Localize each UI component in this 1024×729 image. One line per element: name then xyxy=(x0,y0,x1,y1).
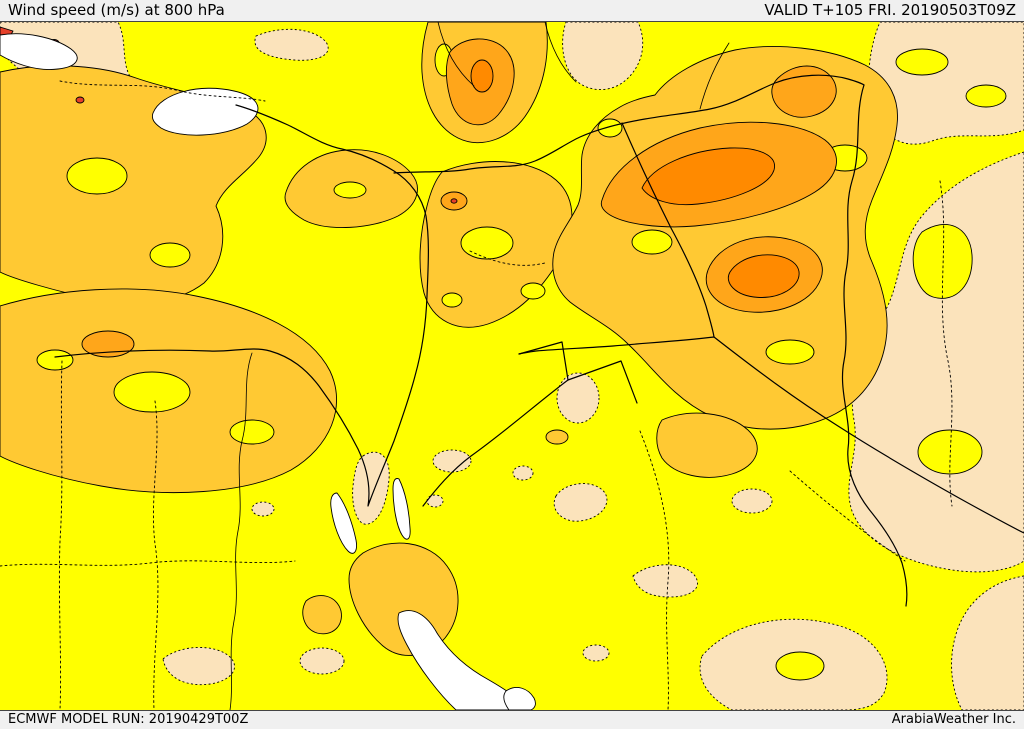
lake-turkey xyxy=(151,87,259,136)
low-band-southeast-corner xyxy=(951,575,1024,710)
low-band-spot xyxy=(556,372,600,424)
moderate-band-spot xyxy=(302,595,342,635)
yellow-hole xyxy=(36,349,74,371)
wind-max-core-east-iraq xyxy=(727,254,800,298)
extreme-spot xyxy=(75,96,85,104)
mediterranean-coast xyxy=(54,104,429,507)
gulf-of-suez xyxy=(330,492,357,554)
yellow-hole xyxy=(912,223,973,299)
jordan-saudi-border xyxy=(422,379,569,507)
low-band-spot xyxy=(299,647,345,675)
admin-line-saudi-1 xyxy=(639,430,670,710)
low-band-spot xyxy=(553,483,608,522)
admin-line-egypt-mid xyxy=(152,400,159,710)
low-band-spot xyxy=(731,488,773,514)
turkey-line-1 xyxy=(437,22,475,87)
low-band-spot xyxy=(162,647,235,686)
iran-border xyxy=(841,84,908,607)
admin-line-egypt-south xyxy=(0,560,296,567)
nile-river xyxy=(229,352,253,710)
moderate-band-iraq-south xyxy=(656,412,758,478)
admin-boundary-layer xyxy=(0,80,953,710)
low-band-spot xyxy=(426,494,444,508)
yellow-hole xyxy=(229,419,275,445)
low-band-top-center xyxy=(562,22,644,91)
turkey-border xyxy=(393,74,865,174)
yellow-hole xyxy=(113,371,191,413)
iraq-jordan-border xyxy=(518,336,715,355)
yellow-hole xyxy=(333,181,367,199)
map-footer-bar: ECMWF MODEL RUN: 20190429T00Z ArabiaWeat… xyxy=(0,710,1024,729)
extreme-spot xyxy=(450,198,458,204)
iraq-saudi-border xyxy=(713,336,1024,534)
admin-line-saudi-2 xyxy=(789,470,906,562)
admin-line-egypt-west xyxy=(58,360,63,710)
yellow-hole xyxy=(520,282,546,300)
moderate-band-spot xyxy=(545,429,569,445)
low-band-top-patch xyxy=(254,28,329,61)
yellow-hole xyxy=(441,292,463,308)
yellow-hole xyxy=(775,651,825,681)
yellow-hole xyxy=(765,339,815,365)
admin-line-syria xyxy=(469,250,546,266)
provider-credit: ArabiaWeather Inc. xyxy=(891,712,1016,727)
low-band-spot xyxy=(582,644,610,662)
weather-map xyxy=(0,22,1024,710)
map-header-bar: Wind speed (m/s) at 800 hPa VALID T+105 … xyxy=(0,0,1024,22)
low-band-spot xyxy=(251,501,275,517)
admin-line-iran xyxy=(939,180,953,507)
low-band-sinai xyxy=(352,451,390,525)
yellow-hole xyxy=(631,229,673,255)
yellow-hole xyxy=(66,157,128,195)
low-band-spot xyxy=(512,465,534,481)
yellow-hole xyxy=(149,242,191,268)
turkey-line-2 xyxy=(544,22,577,83)
map-title: Wind speed (m/s) at 800 hPa xyxy=(8,1,225,19)
wind-band-very-strong-layer xyxy=(470,59,800,298)
wind-band-lowest-layer xyxy=(0,22,1024,710)
syria-iraq-border xyxy=(621,122,715,338)
low-band-zagros xyxy=(848,151,1024,573)
turkey-line-3 xyxy=(699,42,730,110)
weather-map-canvas xyxy=(0,22,1024,710)
strong-band-egypt-spot xyxy=(81,330,135,358)
model-run-label: ECMWF MODEL RUN: 20190429T00Z xyxy=(8,712,249,727)
yellow-hole xyxy=(597,118,623,138)
gulf-of-aqaba xyxy=(392,478,411,540)
low-band-spot xyxy=(632,564,698,598)
valid-time-label: VALID T+105 FRI. 20190503T09Z xyxy=(764,1,1016,19)
yellow-hole xyxy=(965,84,1007,108)
red-sea-south xyxy=(503,687,536,710)
wind-max-core-north-iraq xyxy=(641,147,775,206)
wind-max-core-turkey xyxy=(470,59,494,93)
yellow-hole xyxy=(895,48,949,76)
admin-line-turkey xyxy=(59,80,266,102)
water-layer xyxy=(0,33,536,710)
sea-northwest xyxy=(0,33,78,70)
yellow-hole xyxy=(460,226,514,260)
border-layer xyxy=(54,22,1024,710)
